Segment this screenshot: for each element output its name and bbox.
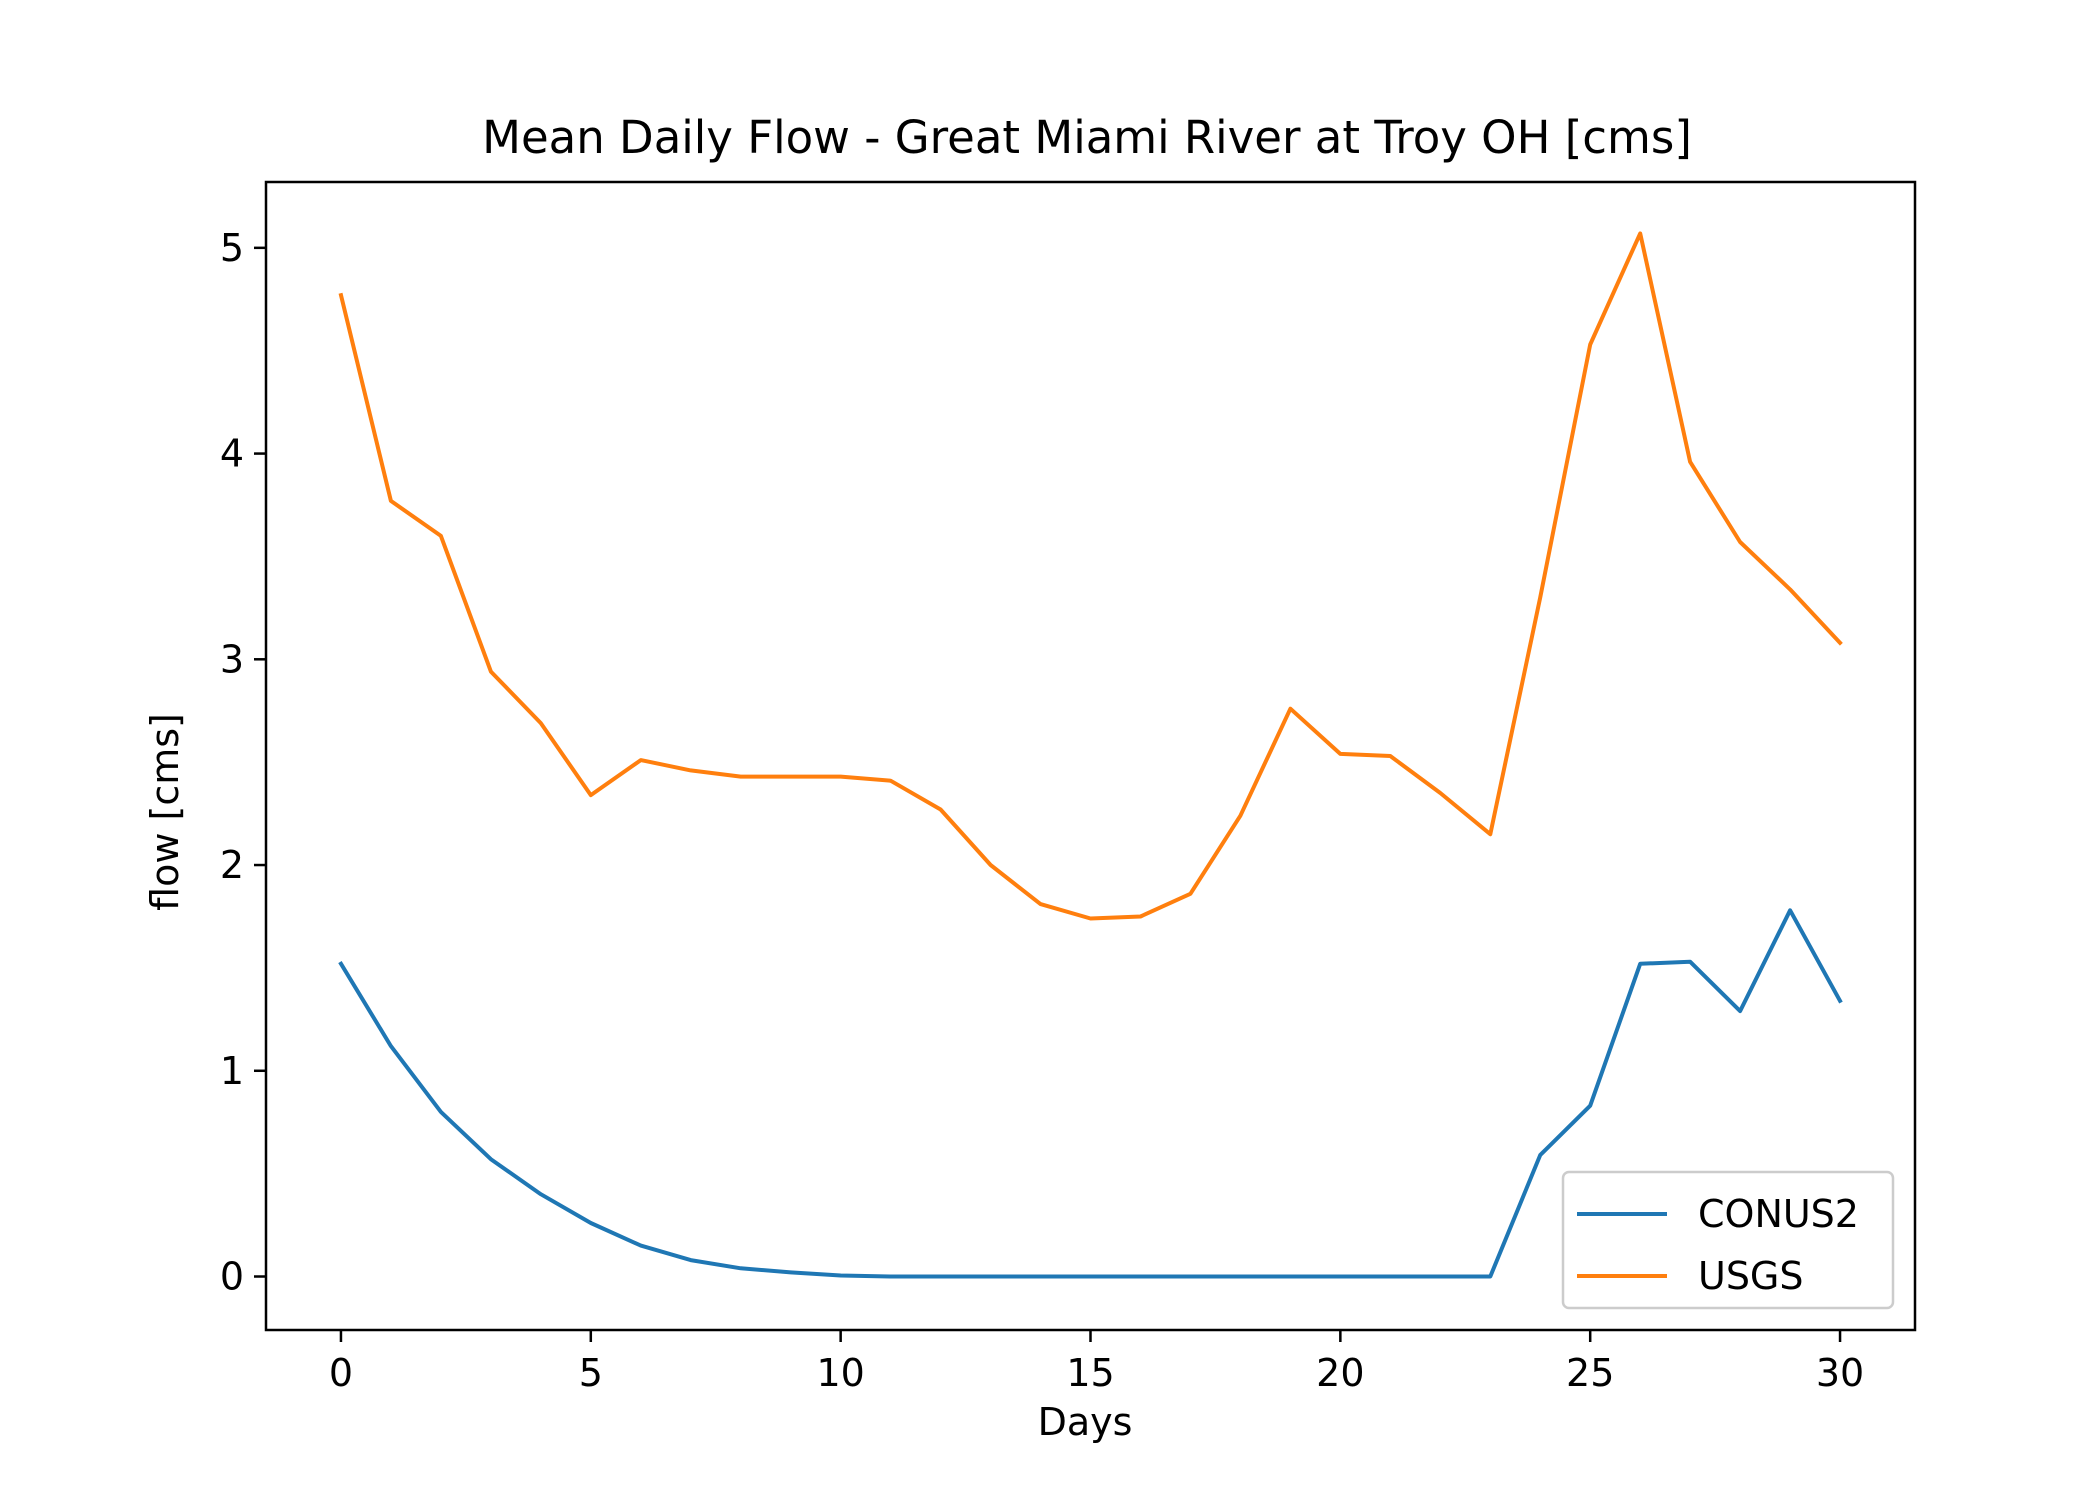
legend-label-conus2: CONUS2 (1698, 1192, 1859, 1236)
series-line-conus2 (338, 908, 1843, 1279)
y-axis-label: flow [cms] (143, 713, 187, 911)
x-axis: 0 5 10 15 20 25 30 (329, 1330, 1864, 1395)
y-axis: 0 1 2 3 4 5 (220, 226, 266, 1299)
x-tick-label: 10 (816, 1351, 864, 1395)
y-tick-label: 3 (220, 637, 244, 681)
y-tick-label: 4 (220, 432, 244, 476)
legend: CONUS2 USGS (1561, 1170, 1895, 1310)
y-tick-label: 0 (220, 1255, 244, 1299)
x-tick-label: 20 (1316, 1351, 1364, 1395)
x-tick-label: 25 (1566, 1351, 1614, 1395)
chart-title: Mean Daily Flow - Great Miami River at T… (482, 111, 1692, 164)
x-tick-label: 15 (1066, 1351, 1114, 1395)
x-tick-label: 30 (1816, 1351, 1864, 1395)
y-tick-label: 1 (220, 1049, 244, 1093)
y-tick-label: 2 (220, 843, 244, 887)
legend-label-usgs: USGS (1698, 1254, 1804, 1298)
x-tick-label: 0 (329, 1351, 353, 1395)
x-axis-label: Days (1038, 1400, 1133, 1444)
y-tick-label: 5 (220, 226, 244, 270)
x-tick-label: 5 (579, 1351, 603, 1395)
series-line-usgs (338, 231, 1843, 921)
series-layer (338, 231, 1843, 1279)
